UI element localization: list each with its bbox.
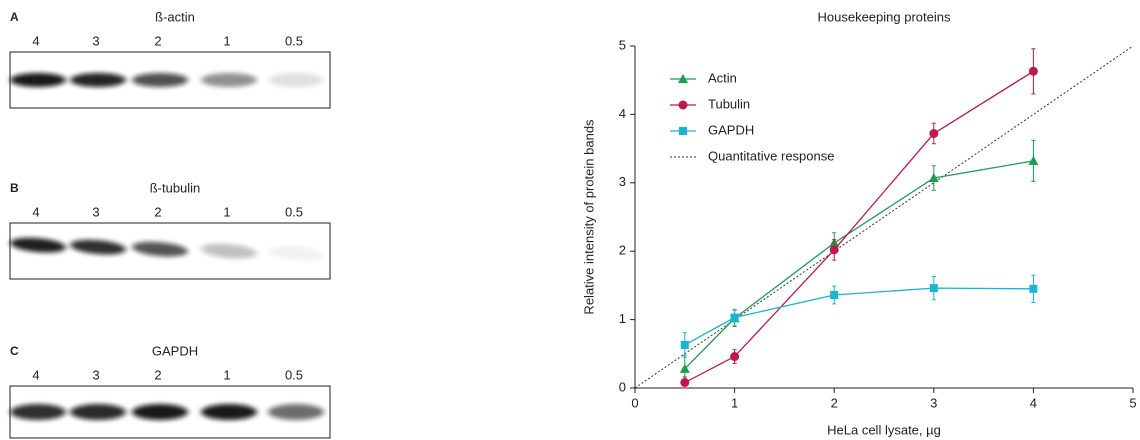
marker xyxy=(730,352,739,361)
y-tick-label: 5 xyxy=(619,37,626,52)
legend-marker xyxy=(679,127,687,135)
marker xyxy=(731,314,739,322)
marker xyxy=(681,341,689,349)
x-tick-label: 1 xyxy=(731,395,738,410)
blot-title: ß-actin xyxy=(155,9,195,24)
lane-label: 4 xyxy=(32,367,39,382)
band xyxy=(10,73,66,87)
marker xyxy=(680,378,689,387)
marker xyxy=(1028,156,1038,165)
figure: Aß-actin 4 3 2 1 0.5 Bß-tubulin 4 3 2 1 0.5 C GAPDH 4 3… xyxy=(0,0,1140,440)
y-tick-label: 2 xyxy=(619,243,626,258)
x-tick-label: 2 xyxy=(831,395,838,410)
panel-letter: C xyxy=(10,344,19,358)
band xyxy=(70,404,126,420)
lane-label: 2 xyxy=(154,367,161,382)
lane-label: 2 xyxy=(154,33,161,48)
lane-label: 3 xyxy=(92,367,99,382)
y-tick-label: 4 xyxy=(619,106,626,121)
y-axis-label: Relative intensity of protein bands xyxy=(581,119,596,315)
lane-label: 0.5 xyxy=(285,204,303,219)
y-tick-label: 3 xyxy=(619,174,626,189)
legend-label: Tubulin xyxy=(708,96,750,111)
x-tick-label: 3 xyxy=(930,395,937,410)
chart-title: Housekeeping proteins xyxy=(818,9,951,24)
panel-letter: A xyxy=(10,10,19,24)
legend-marker xyxy=(679,101,688,110)
band xyxy=(201,404,257,420)
band xyxy=(70,73,126,87)
chart: Housekeeping proteins HeLa cell lysate, … xyxy=(581,9,1136,437)
marker xyxy=(830,245,839,254)
marker xyxy=(929,129,938,138)
lane-label: 3 xyxy=(92,204,99,219)
blot-title: GAPDH xyxy=(152,343,198,358)
lane-label: 1 xyxy=(223,33,230,48)
marker xyxy=(1029,67,1038,76)
legend-label: Quantitative response xyxy=(708,148,834,163)
x-tick-label: 0 xyxy=(631,395,638,410)
series-line xyxy=(685,161,1034,369)
x-axis-label: HeLa cell lysate, µg xyxy=(827,422,941,437)
y-tick-label: 0 xyxy=(619,379,626,394)
x-tick-label: 5 xyxy=(1129,395,1136,410)
band xyxy=(268,404,324,420)
lane-label: 4 xyxy=(32,33,39,48)
lane-label: 0.5 xyxy=(285,367,303,382)
lane-label: 1 xyxy=(223,367,230,382)
lane-label: 3 xyxy=(92,33,99,48)
band xyxy=(132,404,188,420)
y-tick-label: 1 xyxy=(619,311,626,326)
band xyxy=(201,73,257,87)
lane-label: 0.5 xyxy=(285,33,303,48)
marker xyxy=(1029,285,1037,293)
legend-label: Actin xyxy=(708,70,737,85)
lane-label: 1 xyxy=(223,204,230,219)
band xyxy=(268,73,324,87)
marker xyxy=(830,291,838,299)
legend-label: GAPDH xyxy=(708,122,754,137)
marker xyxy=(930,284,938,292)
lane-label: 2 xyxy=(154,204,161,219)
x-tick-label: 4 xyxy=(1030,395,1037,410)
blot-title: ß-tubulin xyxy=(150,180,201,195)
panel-letter: B xyxy=(10,181,19,195)
band xyxy=(132,73,188,87)
lane-label: 4 xyxy=(32,204,39,219)
band xyxy=(10,404,66,420)
